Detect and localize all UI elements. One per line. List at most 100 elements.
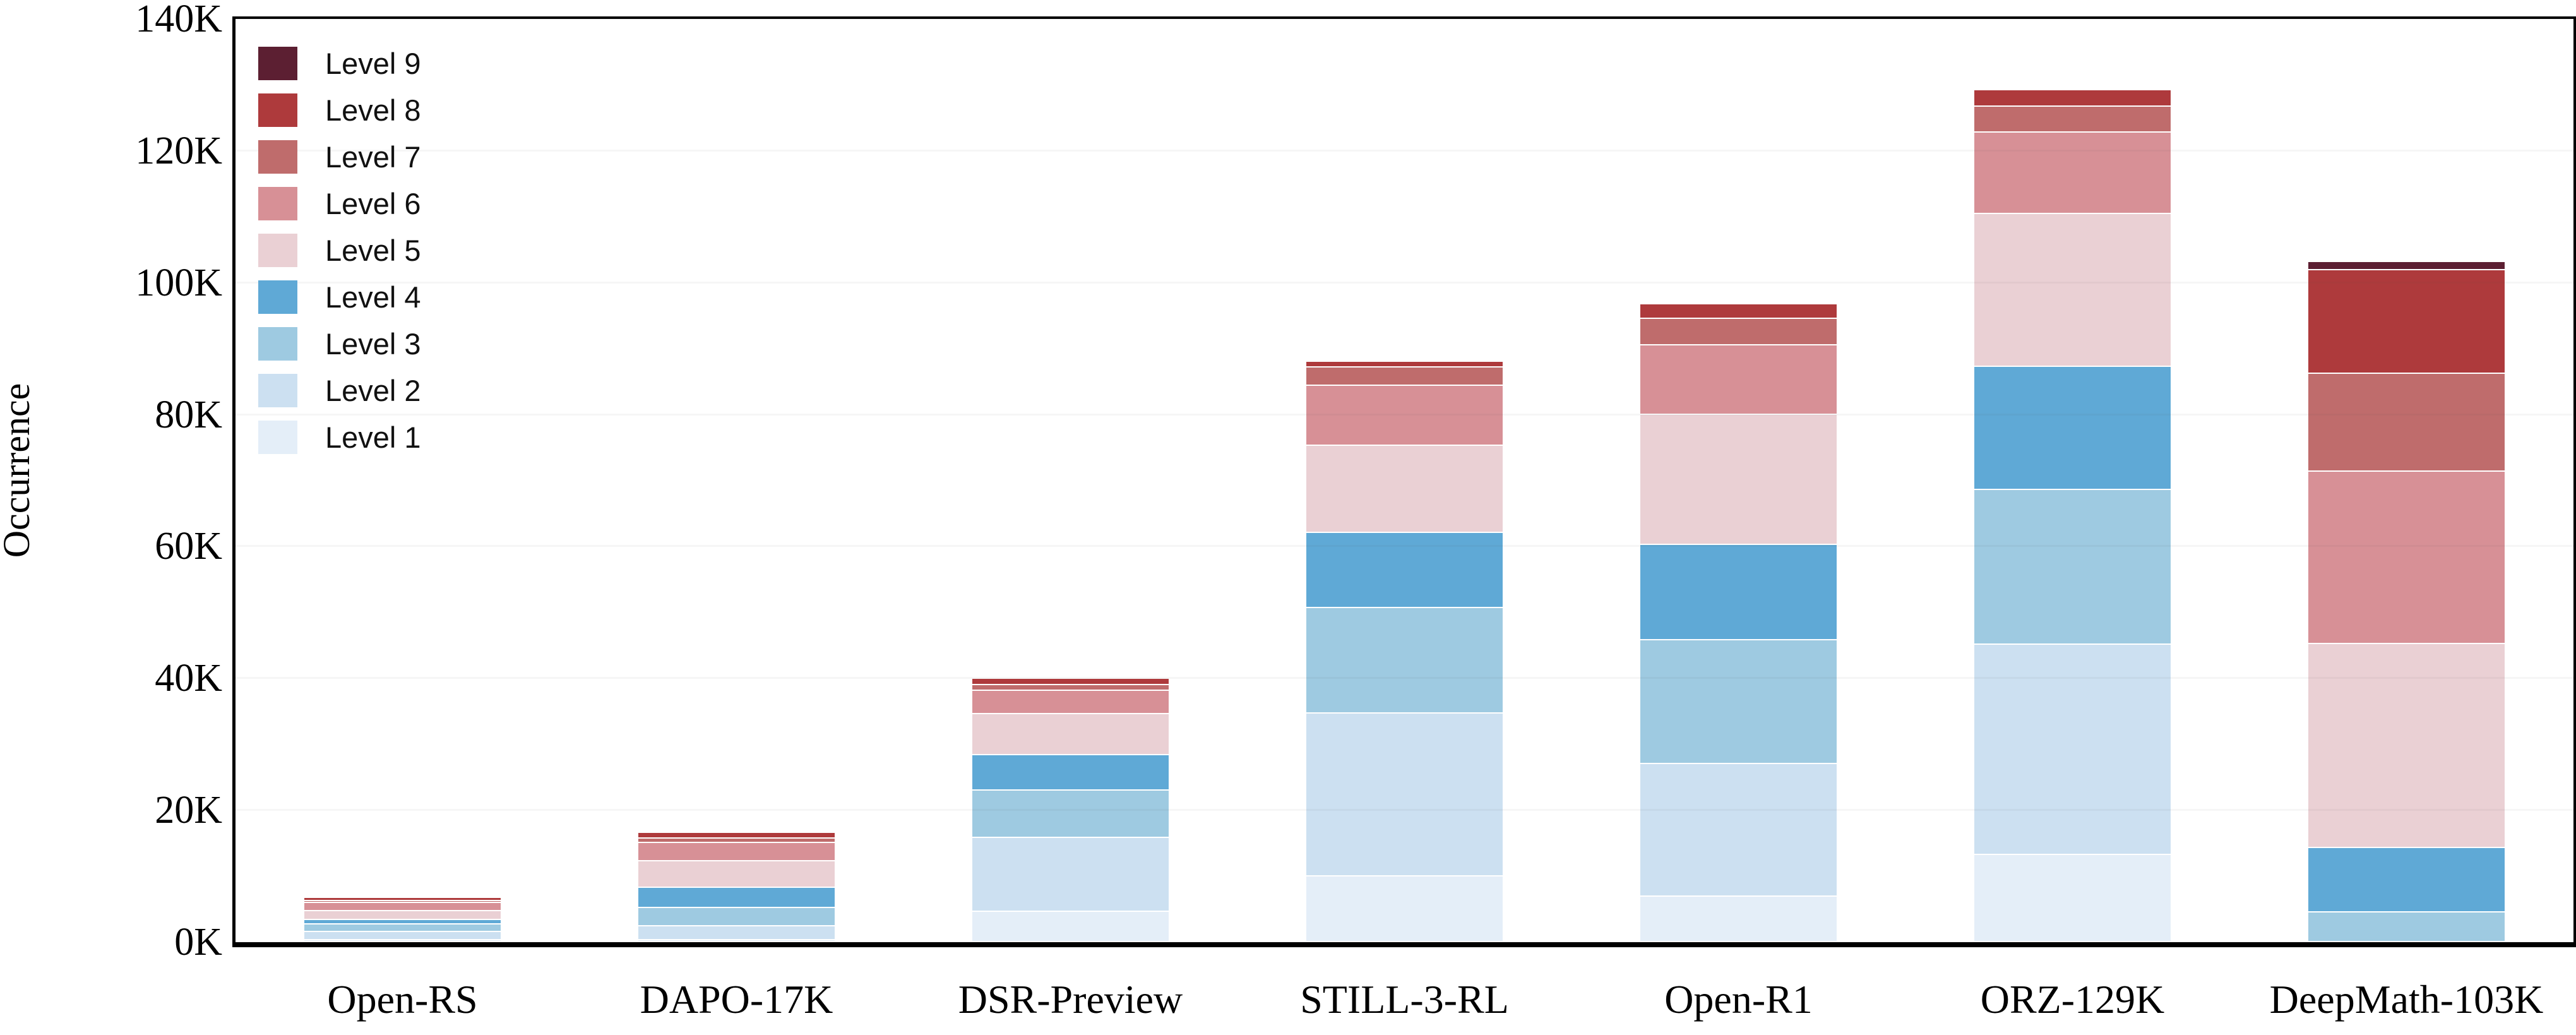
legend-swatch-icon	[258, 233, 297, 267]
legend: Level 9 Level 8 Level 7 Level 6 Level 5 Level…	[258, 40, 421, 460]
bar-segment-dsr-preview-level-4	[972, 755, 1169, 791]
legend-swatch-icon	[258, 140, 297, 174]
bar-segment-dsr-preview-level-5	[972, 714, 1169, 756]
bar-segment-orz-129k-level-2	[1974, 645, 2171, 856]
legend-row-level-2: Level 2	[258, 367, 421, 414]
bar-segment-deepmath-103k-level-7	[2308, 373, 2505, 472]
legend-swatch-icon	[258, 93, 297, 127]
bar-segment-open-rs-level-3	[304, 924, 501, 933]
legend-label: Level 8	[325, 93, 421, 127]
bar-segment-deepmath-103k-level-6	[2308, 472, 2505, 645]
y-tick-label-40k: 40K	[155, 657, 222, 700]
bar-segment-open-r1-level-4	[1640, 545, 1837, 640]
bar-segment-dsr-preview-level-7	[972, 685, 1169, 691]
bar-segment-deepmath-103k-level-5	[2308, 644, 2505, 848]
y-tick-label-100k: 100K	[135, 261, 222, 304]
bar-deepmath-103k	[2308, 262, 2505, 942]
gridline-80k	[236, 413, 2573, 416]
bar-dsr-preview	[972, 679, 1169, 942]
bar-segment-dapo-17k-level-1	[638, 940, 835, 942]
bar-still-3-rl	[1306, 362, 1503, 942]
legend-swatch-icon	[258, 186, 297, 220]
legend-row-level-3: Level 3	[258, 320, 421, 367]
bar-segment-deepmath-103k-level-4	[2308, 847, 2505, 913]
bar-segment-open-rs-level-5	[304, 911, 501, 920]
bar-segment-open-rs-level-8	[304, 898, 501, 902]
x-label-dsr-preview: DSR-Preview	[958, 977, 1183, 1022]
legend-row-level-1: Level 1	[258, 414, 421, 460]
bar-segment-dsr-preview-level-3	[972, 790, 1169, 839]
x-label-deepmath-103k: DeepMath-103K	[2269, 977, 2544, 1022]
gridline-140k	[236, 18, 2573, 20]
bar-segment-dsr-preview-level-1	[972, 911, 1169, 942]
legend-label: Level 4	[325, 280, 421, 314]
x-label-open-rs: Open-RS	[327, 977, 478, 1022]
bar-segment-dapo-17k-level-2	[638, 926, 835, 940]
bar-segment-open-rs-level-4	[304, 919, 501, 924]
x-label-dapo-17k: DAPO-17K	[640, 977, 833, 1022]
bar-segment-still-3-rl-level-7	[1306, 368, 1503, 386]
bar-segment-open-rs-level-7	[304, 901, 501, 904]
bar-segment-dsr-preview-level-8	[972, 679, 1169, 685]
y-tick-label-80k: 80K	[155, 393, 222, 436]
plot-inner-area: Level 9 Level 8 Level 7 Level 6 Level 5 Level…	[236, 18, 2573, 942]
bar-segment-dapo-17k-level-3	[638, 907, 835, 926]
bar-segment-deepmath-103k-level-3	[2308, 912, 2505, 942]
y-tick-label-20k: 20K	[155, 789, 222, 832]
bar-segment-orz-129k-level-7	[1974, 106, 2171, 133]
bar-segment-orz-129k-level-3	[1974, 489, 2171, 645]
bar-segment-dapo-17k-level-8	[638, 832, 835, 839]
legend-label: Level 6	[325, 186, 421, 220]
legend-swatch-icon	[258, 280, 297, 314]
bar-segment-orz-129k-level-8	[1974, 90, 2171, 107]
legend-swatch-icon	[258, 326, 297, 361]
bar-segment-open-r1-level-6	[1640, 345, 1837, 415]
y-tick-label-0k: 0K	[174, 921, 222, 964]
bar-segment-dapo-17k-level-6	[638, 843, 835, 861]
bar-segment-still-3-rl-level-2	[1306, 713, 1503, 876]
bar-segment-deepmath-103k-level-9	[2308, 262, 2505, 270]
legend-row-level-6: Level 6	[258, 180, 421, 227]
bar-segment-orz-129k-level-4	[1974, 367, 2171, 490]
legend-row-level-8: Level 8	[258, 87, 421, 133]
bar-segment-open-r1-level-2	[1640, 764, 1837, 897]
bar-segment-orz-129k-level-5	[1974, 214, 2171, 368]
bar-open-rs	[304, 898, 501, 942]
bar-open-r1	[1640, 304, 1837, 942]
bar-segment-still-3-rl-level-8	[1306, 362, 1503, 368]
bar-segment-open-rs-level-6	[304, 903, 501, 911]
bar-segment-still-3-rl-level-1	[1306, 876, 1503, 942]
y-tick-label-60k: 60K	[155, 525, 222, 568]
bar-dapo-17k	[638, 832, 835, 942]
x-label-open-r1: Open-R1	[1664, 977, 1813, 1022]
bar-segment-dapo-17k-level-7	[638, 839, 835, 844]
bar-segment-still-3-rl-level-6	[1306, 385, 1503, 446]
bar-segment-open-r1-level-3	[1640, 640, 1837, 765]
legend-swatch-icon	[258, 420, 297, 454]
gridline-60k	[236, 545, 2573, 547]
legend-row-level-9: Level 9	[258, 40, 421, 87]
gridline-120k	[236, 149, 2573, 152]
bar-segment-open-r1-level-1	[1640, 896, 1837, 942]
bar-segment-still-3-rl-level-4	[1306, 532, 1503, 608]
legend-label: Level 2	[325, 373, 421, 407]
bar-segment-deepmath-103k-level-8	[2308, 270, 2505, 374]
bar-segment-dsr-preview-level-6	[972, 691, 1169, 714]
legend-row-level-4: Level 4	[258, 273, 421, 320]
bar-segment-still-3-rl-level-3	[1306, 607, 1503, 714]
bar-segment-still-3-rl-level-5	[1306, 445, 1503, 533]
bar-segment-open-rs-level-2	[304, 932, 501, 940]
x-label-orz-129k: ORZ-129K	[1980, 977, 2165, 1022]
legend-swatch-icon	[258, 373, 297, 407]
x-label-still-3-rl: STILL-3-RL	[1300, 977, 1509, 1022]
legend-label: Level 5	[325, 233, 421, 267]
bar-segment-open-r1-level-8	[1640, 304, 1837, 320]
bar-segment-open-r1-level-7	[1640, 319, 1837, 345]
bar-segment-orz-129k-level-1	[1974, 855, 2171, 942]
legend-label: Level 1	[325, 420, 421, 454]
legend-label: Level 3	[325, 326, 421, 361]
y-tick-label-120k: 120K	[135, 129, 222, 172]
legend-swatch-icon	[258, 46, 297, 80]
bar-segment-dapo-17k-level-5	[638, 861, 835, 888]
